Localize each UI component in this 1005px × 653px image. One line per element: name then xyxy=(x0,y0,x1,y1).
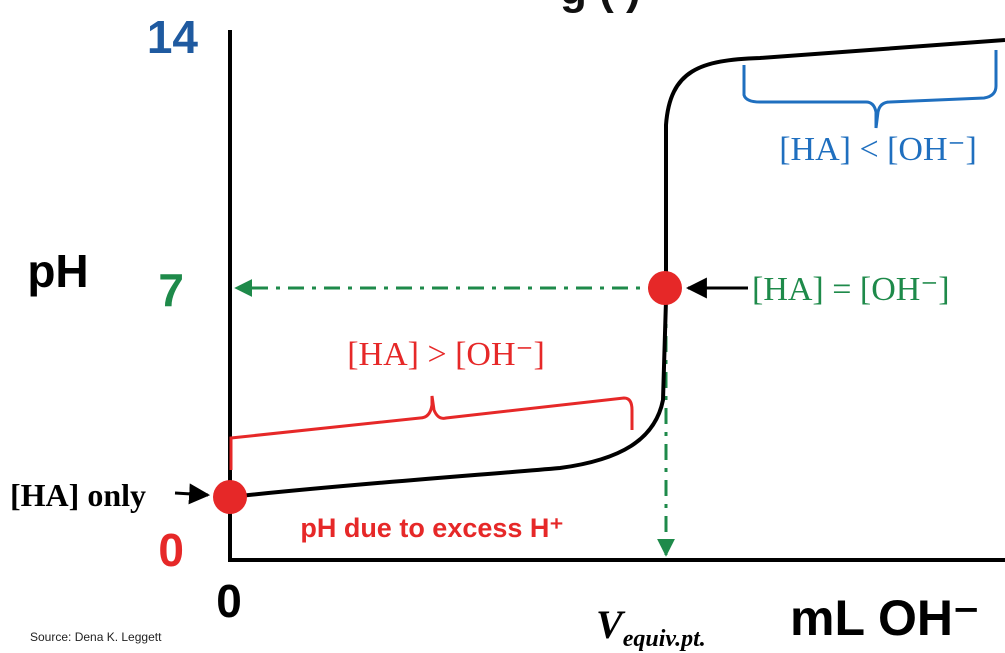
x-axis-label: mL OH⁻ xyxy=(790,590,979,646)
v-equiv-label: Vequiv.pt. xyxy=(596,602,706,652)
excess-h-label: pH due to excess H⁺ xyxy=(300,513,563,543)
ha-only-arrow xyxy=(174,483,211,505)
y-tick-label-14: 14 xyxy=(147,11,199,63)
x-tick-label-0: 0 xyxy=(216,575,242,627)
blue-brace xyxy=(742,50,998,129)
ha-only-label: [HA] only xyxy=(10,477,146,513)
initial-point-marker xyxy=(213,480,247,514)
titration-curve xyxy=(229,38,1005,499)
y-tick-label-0: 0 xyxy=(158,524,184,576)
y-axis-label: pH xyxy=(27,245,88,297)
source-credit: Source: Dena K. Leggett xyxy=(30,630,162,644)
red-brace xyxy=(229,395,634,470)
ha-greater-label: [HA] > [OH⁻] xyxy=(347,336,545,373)
ha-equal-label: [HA] = [OH⁻] xyxy=(752,271,950,308)
equivalence-point-marker xyxy=(648,271,682,305)
title-partial: g ( ) xyxy=(560,0,641,14)
v-equiv-symbol: V xyxy=(596,602,626,647)
ha-less-label: [HA] < [OH⁻] xyxy=(779,131,977,168)
v-equiv-subscript: equiv.pt. xyxy=(623,626,706,652)
y-tick-label-7: 7 xyxy=(158,264,184,316)
